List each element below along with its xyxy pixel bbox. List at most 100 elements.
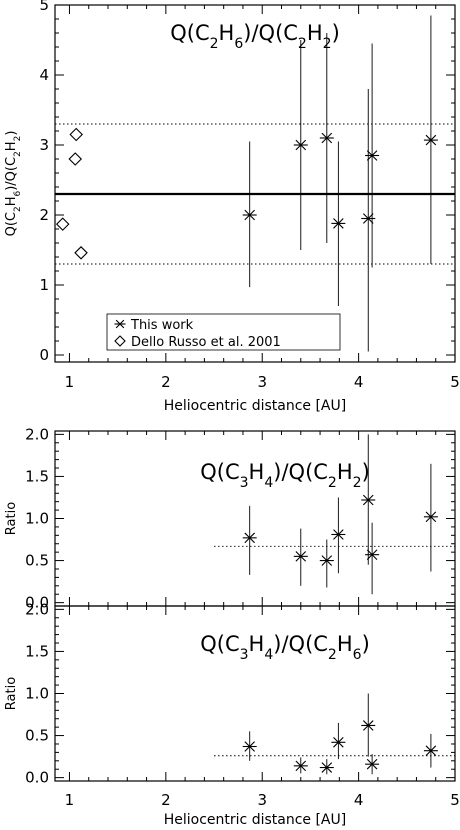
y-axis-title: Ratio [4, 677, 19, 710]
y-tick-label: 5 [39, 0, 49, 14]
data-point-asterisk [242, 209, 257, 221]
title-text-segment: H [4, 141, 19, 151]
asterisk-stroke [244, 741, 255, 752]
data-point-asterisk [242, 532, 257, 544]
data-point-asterisk [365, 549, 380, 560]
title-text-segment: Q(C [200, 460, 239, 484]
title-text-segment: )/Q(C [273, 460, 328, 484]
y-tick-label: 0 [39, 346, 49, 364]
x-tick-label: 4 [354, 373, 364, 391]
data-point-asterisk [319, 762, 334, 773]
y-tick-label: 3 [39, 136, 49, 154]
data-point-diamond [68, 152, 83, 166]
asterisk-stroke [362, 494, 374, 506]
y-tick-label: 0.0 [25, 594, 49, 612]
title-text-segment: ) [332, 21, 340, 45]
y-tick-label: 2.0 [25, 600, 49, 618]
title-text-segment: ) [4, 131, 19, 136]
asterisk-stroke [321, 132, 333, 144]
title-text-segment: ) [362, 632, 370, 656]
subscript-text: 4 [264, 647, 273, 663]
asterisk-stroke [425, 511, 437, 523]
subscript-text: 2 [13, 151, 23, 157]
data-point-asterisk [365, 758, 380, 770]
x-tick-label: 2 [161, 373, 171, 391]
asterisk-stroke [425, 745, 437, 757]
asterisk-stroke [425, 134, 437, 146]
x-tick-label: 3 [257, 791, 267, 809]
title-text-segment: )/Q(C [243, 21, 298, 45]
y-tick-label: 1 [39, 276, 49, 294]
asterisk-stroke [115, 319, 125, 329]
subscript-text: 3 [240, 647, 249, 663]
data-point-asterisk [361, 720, 376, 731]
subscript-text: 6 [353, 647, 362, 663]
subscript-text: 2 [328, 475, 337, 491]
asterisk-stroke [333, 218, 344, 229]
data-point-asterisk [423, 745, 438, 757]
subscript-text: 6 [13, 191, 23, 197]
asterisk-stroke [244, 532, 255, 544]
title-text-segment: H [249, 632, 265, 656]
x-tick-label: 1 [65, 791, 75, 809]
subscript-text: 2 [13, 136, 23, 142]
title-text-segment: H [337, 632, 353, 656]
y-tick-label: 2.0 [25, 425, 49, 443]
asterisk-stroke [362, 213, 374, 224]
title-text-segment: Q(C [170, 21, 209, 45]
title-text-segment: H [249, 460, 265, 484]
asterisk-stroke [244, 209, 255, 221]
asterisk-stroke [333, 737, 344, 748]
data-point-asterisk [361, 494, 376, 506]
x-tick-label: 3 [257, 373, 267, 391]
x-tick-label: 5 [450, 791, 460, 809]
legend-asterisk-symbol [114, 319, 126, 329]
asterisk-stroke [366, 758, 378, 770]
data-point-asterisk [331, 218, 346, 229]
x-axis-title: Heliocentric distance [AU] [164, 398, 346, 414]
subscript-text: 2 [13, 206, 23, 212]
data-point-asterisk [293, 551, 308, 562]
asterisk-stroke [333, 529, 344, 540]
title-text-segment: H [307, 21, 323, 45]
subscript-text: 2 [298, 36, 307, 52]
asterisk-stroke [362, 720, 374, 731]
y-tick-label: 0.5 [25, 727, 49, 745]
data-point-asterisk [423, 511, 438, 523]
subscript-text: 4 [264, 475, 273, 491]
y-tick-label: 0.5 [25, 552, 49, 570]
chart-title: Q(C2H6)/Q(C2H2) [170, 21, 340, 52]
subscript-text: 2 [210, 36, 219, 52]
data-point-diamond [74, 246, 88, 260]
subscript-text: 2 [328, 647, 337, 663]
x-tick-label: 4 [354, 791, 364, 809]
plot-frame [54, 4, 456, 363]
subscript-text: 2 [353, 475, 362, 491]
data-point-asterisk [319, 132, 334, 144]
title-text-segment: H [4, 197, 19, 207]
subscript-text: 3 [240, 475, 249, 491]
title-text-segment: H [219, 21, 235, 45]
title-text-segment: Q(C [200, 632, 239, 656]
asterisk-stroke [321, 762, 333, 773]
subscript-text: 6 [234, 36, 243, 52]
chart-title: Q(C3H4)/Q(C2H2) [200, 460, 370, 491]
legend-diamond-symbol [114, 335, 126, 347]
asterisk-stroke [295, 551, 307, 562]
asterisk-stroke [295, 139, 307, 151]
legend-box [106, 313, 341, 351]
y-tick-label: 1.5 [25, 642, 49, 660]
data-point-asterisk [361, 213, 376, 224]
title-text-segment: )/Q(C [4, 157, 19, 191]
asterisk-stroke [295, 760, 307, 772]
x-tick-label: 2 [161, 791, 171, 809]
chart-title: Q(C3H4)/Q(C2H6) [200, 632, 370, 663]
data-point-asterisk [331, 737, 346, 748]
title-text-segment: H [337, 460, 353, 484]
legend-entry-label: Dello Russo et al. 2001 [131, 335, 281, 350]
